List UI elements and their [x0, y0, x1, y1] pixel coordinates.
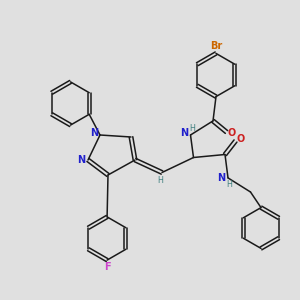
- Text: N: N: [77, 155, 86, 165]
- Text: H: H: [189, 124, 195, 133]
- Text: H: H: [226, 180, 232, 189]
- Text: F: F: [104, 262, 110, 272]
- Text: Br: Br: [210, 41, 222, 51]
- Text: O: O: [228, 128, 236, 139]
- Text: H: H: [158, 176, 164, 185]
- Text: N: N: [180, 128, 188, 139]
- Text: O: O: [237, 134, 245, 145]
- Text: N: N: [217, 173, 226, 184]
- Text: N: N: [91, 128, 99, 139]
